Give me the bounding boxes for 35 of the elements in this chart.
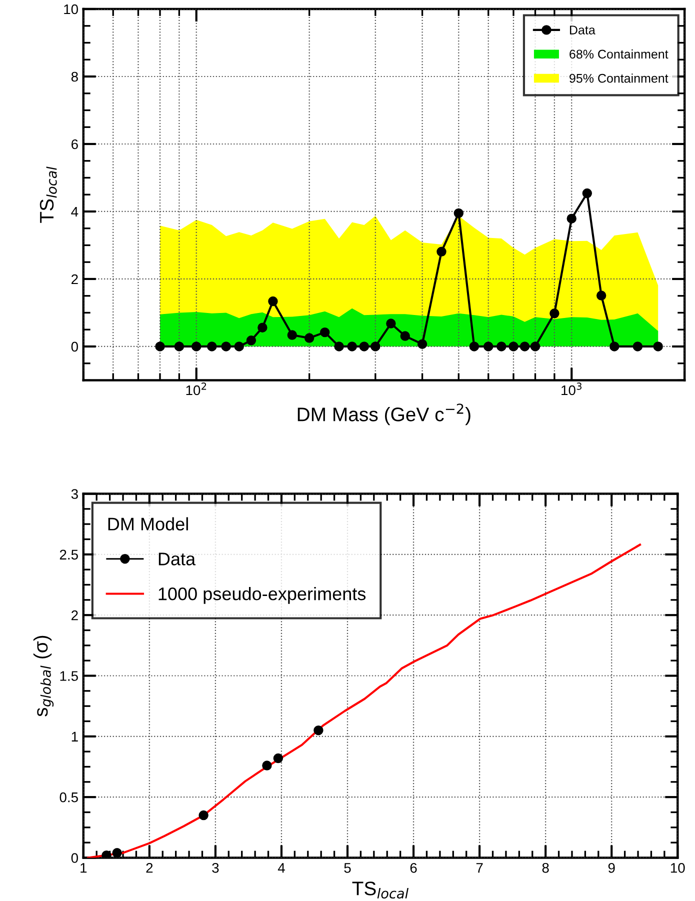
y-tick-label: 2 [72, 274, 78, 284]
y-tick-label: 10 [64, 4, 78, 14]
y-tick-label: 4 [71, 206, 78, 217]
x-tick-label: 10 [670, 862, 685, 873]
x-axis-title: TS$_{local}$ [352, 882, 409, 899]
x-tick-label: 9 [608, 862, 615, 873]
y-tick-label: 6 [72, 139, 78, 150]
y-tick-label: 1 [72, 732, 78, 742]
y-tick-label: 0 [71, 853, 78, 863]
x-tick-label: 10$^{3}$ [562, 382, 582, 396]
legend-label: Data [570, 26, 596, 34]
legend-label: Data [158, 552, 196, 566]
x-tick-label: 4 [278, 863, 285, 873]
y-tick-label: 0 [71, 342, 78, 352]
y-tick-label: 2.5 [60, 550, 78, 560]
y-tick-label: 1.5 [60, 671, 78, 681]
x-tick-label: 8 [542, 862, 549, 873]
y-tick-label: 3 [71, 489, 78, 499]
x-tick-label: 3 [212, 862, 219, 873]
y-tick-label: 8 [71, 72, 78, 82]
x-tick-label: 2 [146, 862, 153, 873]
y-axis-title: s$_{global}$ (σ) [33, 636, 54, 716]
x-tick-label: 7 [476, 863, 483, 873]
legend-title: DM Model [108, 517, 188, 530]
legend-label: 95% Containment [570, 74, 668, 83]
legend-label: 68% Containment [570, 49, 668, 59]
legend-label: 1000 pseudo-experiments [158, 586, 366, 604]
y-tick-label: 2 [72, 610, 78, 620]
x-tick-label: 10$^{2}$ [186, 382, 206, 396]
y-tick-label: 0.5 [60, 792, 78, 802]
x-tick-label: 5 [344, 863, 351, 873]
x-tick-label: 1 [80, 863, 87, 873]
x-tick-label: 6 [410, 862, 417, 873]
x-axis-title: DM Mass (GeV c$^{−2}$) [298, 404, 470, 426]
y-axis-title: TS$_{local}$ [40, 166, 57, 223]
